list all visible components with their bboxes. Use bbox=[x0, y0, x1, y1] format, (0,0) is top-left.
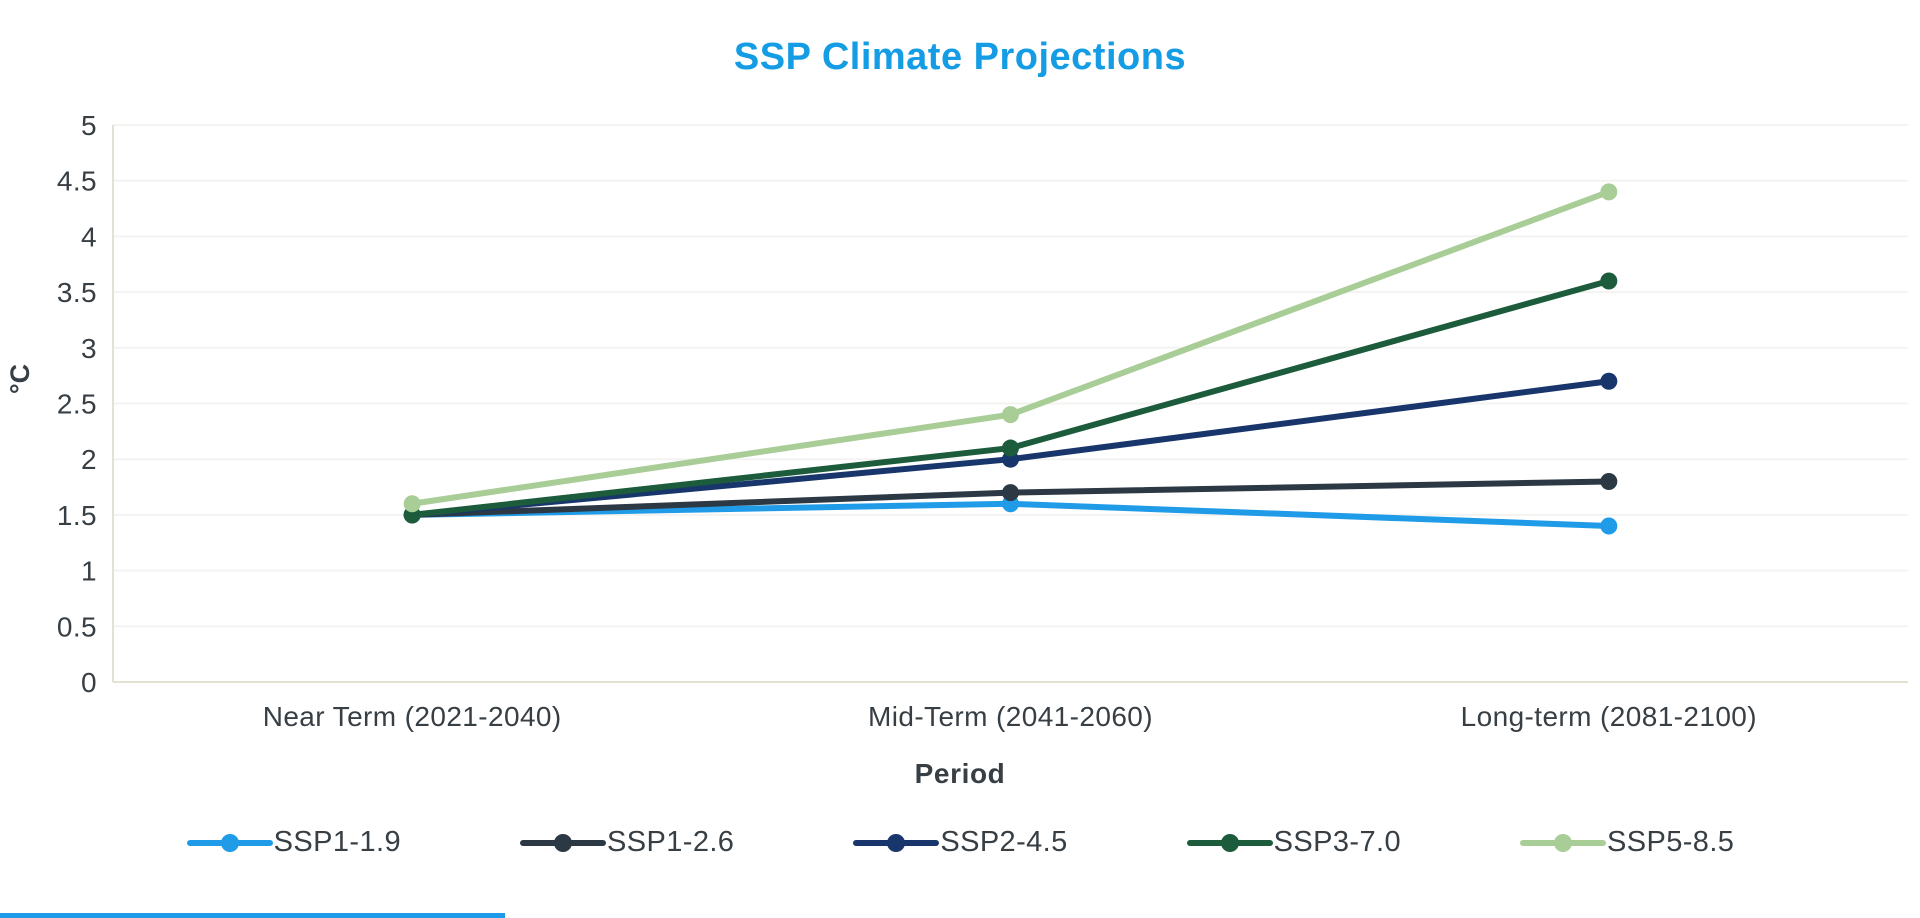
y-tick-label: 3 bbox=[81, 333, 97, 364]
chart-title: SSP Climate Projections bbox=[733, 36, 1187, 78]
data-point-SSP3-7.0 bbox=[1002, 439, 1019, 457]
data-point-SSP1-1.9 bbox=[1600, 517, 1618, 535]
y-tick-label: 4 bbox=[81, 221, 97, 252]
data-point-SSP1-2.6 bbox=[1600, 472, 1618, 490]
legend: SSP1-1.9 SSP1-2.6 SSP2-4.5 SSP3-7.0 bbox=[0, 826, 1920, 859]
y-tick-label: 0.5 bbox=[57, 611, 97, 642]
x-tick-label: Near Term (2021-2040) bbox=[263, 701, 562, 732]
legend-label: SSP1-2.6 bbox=[607, 826, 735, 858]
y-tick-label: 2.5 bbox=[57, 389, 97, 420]
x-axis-title: Period bbox=[914, 758, 1006, 789]
y-tick-label: 2 bbox=[81, 444, 97, 475]
legend-item-ssp1-2-6: SSP1-2.6 bbox=[519, 826, 734, 859]
data-point-SSP2-4.5 bbox=[1600, 372, 1618, 390]
bottom-partial-element bbox=[0, 913, 505, 918]
data-point-SSP1-2.6 bbox=[1002, 484, 1019, 502]
y-axis-title: °C bbox=[5, 363, 35, 395]
data-point-SSP5-8.5 bbox=[1600, 183, 1618, 201]
data-point-SSP3-7.0 bbox=[1600, 272, 1618, 290]
line-dot-marker-icon bbox=[186, 833, 273, 852]
y-tick-label: 5 bbox=[81, 110, 97, 141]
legend-item-ssp2-4-5: SSP2-4.5 bbox=[852, 826, 1067, 859]
data-point-SSP5-8.5 bbox=[1002, 406, 1019, 424]
y-tick-label: 3.5 bbox=[57, 277, 97, 308]
legend-label: SSP1-1.9 bbox=[273, 826, 401, 858]
legend-label: SSP2-4.5 bbox=[940, 826, 1068, 858]
y-tick-label: 1.5 bbox=[57, 500, 97, 531]
y-tick-label: 0 bbox=[81, 667, 97, 698]
line-dot-marker-icon bbox=[520, 833, 606, 852]
y-tick-label: 1 bbox=[81, 556, 97, 587]
line-dot-marker-icon bbox=[853, 833, 940, 852]
x-tick-label: Mid-Term (2041-2060) bbox=[868, 701, 1153, 732]
data-point-SSP5-8.5 bbox=[403, 495, 421, 513]
y-tick-label: 4.5 bbox=[57, 166, 97, 197]
line-dot-marker-icon bbox=[1186, 833, 1273, 852]
legend-item-ssp1-1-9: SSP1-1.9 bbox=[186, 826, 401, 859]
legend-label: SSP5-8.5 bbox=[1606, 826, 1735, 858]
x-tick-label: Long-term (2081-2100) bbox=[1461, 701, 1757, 732]
legend-item-ssp3-7-0: SSP3-7.0 bbox=[1186, 826, 1401, 859]
line-dot-marker-icon bbox=[1519, 833, 1606, 852]
legend-label: SSP3-7.0 bbox=[1273, 826, 1401, 858]
legend-item-ssp5-8-5: SSP5-8.5 bbox=[1519, 826, 1734, 859]
